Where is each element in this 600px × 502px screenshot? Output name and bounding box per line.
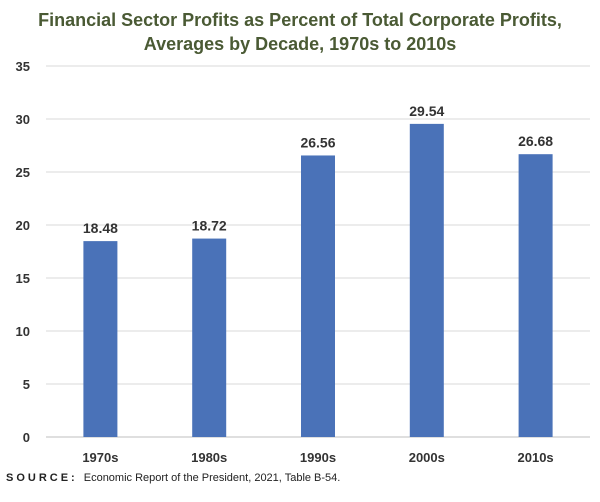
data-label: 26.68 <box>518 133 553 149</box>
source-note: SOURCE: Economic Report of the President,… <box>6 472 340 484</box>
data-label: 29.54 <box>409 103 444 119</box>
x-tick-label: 1970s <box>82 450 118 465</box>
bar <box>301 155 335 438</box>
chart-title-line-1: Financial Sector Profits as Percent of T… <box>38 10 562 30</box>
y-tick-label: 25 <box>16 165 30 180</box>
x-tick-label: 2000s <box>409 450 445 465</box>
y-tick-label: 35 <box>16 59 30 74</box>
data-label: 18.72 <box>192 218 227 234</box>
y-tick-label: 30 <box>16 112 30 127</box>
chart-title: Financial Sector Profits as Percent of T… <box>0 8 600 56</box>
y-tick-label: 0 <box>23 430 30 445</box>
y-tick-label: 5 <box>23 377 30 392</box>
bar <box>83 241 118 437</box>
source-label: SOURCE: <box>6 472 78 484</box>
bar <box>518 154 553 437</box>
y-tick-label: 15 <box>16 271 30 286</box>
bar <box>192 238 227 437</box>
data-label: 26.56 <box>300 134 335 150</box>
bar <box>409 123 444 437</box>
x-tick-label: 2010s <box>518 450 554 465</box>
y-tick-label: 10 <box>16 324 30 339</box>
x-tick-label: 1980s <box>191 450 227 465</box>
x-tick-label: 1990s <box>300 450 336 465</box>
data-label: 18.48 <box>83 220 118 236</box>
y-tick-label: 20 <box>16 218 30 233</box>
source-text: Economic Report of the President, 2021, … <box>83 472 341 484</box>
chart-title-line-2: Averages by Decade, 1970s to 2010s <box>143 34 457 54</box>
